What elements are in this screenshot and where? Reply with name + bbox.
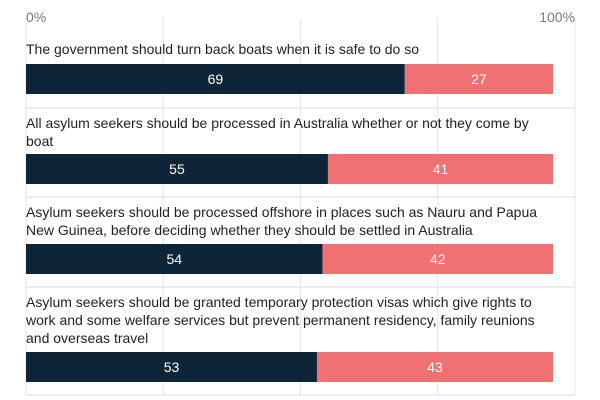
data-label: 42 — [430, 251, 446, 267]
bar-segment — [327, 154, 554, 184]
bar-segment — [26, 154, 328, 184]
data-label: 43 — [427, 359, 443, 375]
bar-segment — [404, 64, 554, 94]
category-label: All asylum seekers should be processed i… — [26, 115, 529, 149]
bar-segment — [316, 352, 554, 382]
bar-segment — [322, 244, 554, 274]
data-label: 69 — [208, 71, 224, 87]
data-label: 53 — [164, 359, 180, 375]
x-tick-label: 0% — [26, 9, 46, 25]
data-label: 41 — [433, 161, 449, 177]
data-label: 27 — [471, 71, 487, 87]
bar-segment — [26, 64, 405, 94]
bar-segment — [26, 244, 323, 274]
x-tick-label: 100% — [539, 9, 575, 25]
data-label: 54 — [166, 251, 182, 267]
category-label: Asylum seekers should be granted tempora… — [25, 294, 535, 346]
bar-segment — [26, 352, 317, 382]
data-label: 55 — [169, 161, 185, 177]
category-label: Asylum seekers should be processed offsh… — [26, 204, 537, 238]
category-label: The government should turn back boats wh… — [26, 41, 419, 57]
